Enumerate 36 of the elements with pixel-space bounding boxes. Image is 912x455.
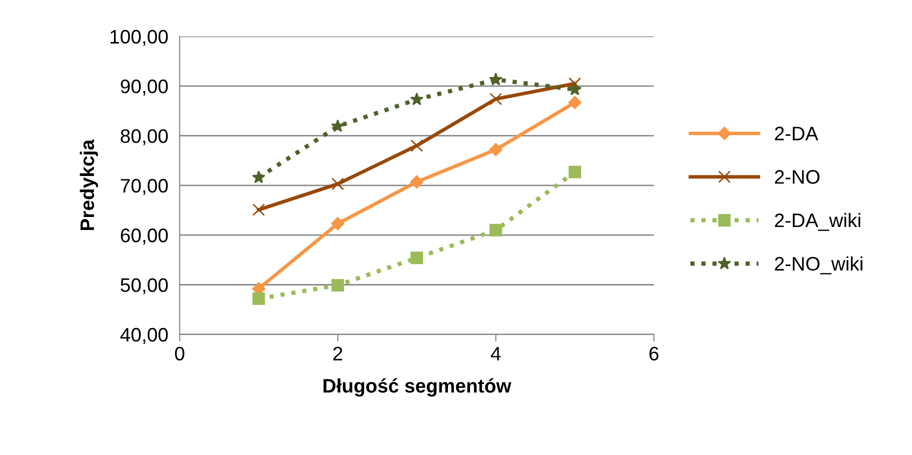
x-tick-label: 6	[649, 346, 658, 361]
point	[568, 96, 582, 110]
point	[331, 178, 344, 190]
point	[490, 92, 502, 106]
y-tick-label: 70,00	[120, 178, 168, 195]
x-axis-title: Długość segmentów	[324, 378, 512, 397]
y-axis-title: Predykcja	[80, 139, 98, 230]
point	[331, 119, 344, 132]
y-tick-label: 90,00	[120, 80, 168, 96]
y-tick-label: 100,00	[110, 30, 168, 46]
x-tick-label: 2	[333, 346, 342, 360]
point	[489, 143, 502, 156]
point	[331, 217, 344, 230]
legend-label: 2-NO	[774, 170, 820, 184]
y-tick-label: 50,00	[120, 278, 168, 294]
legend-label: 2-DA	[774, 126, 818, 140]
point	[410, 175, 424, 189]
point	[568, 166, 582, 178]
y-tick-label: 60,00	[120, 228, 168, 245]
point	[252, 204, 265, 216]
point	[252, 170, 266, 184]
point	[568, 77, 582, 90]
y-tick-label: 80,00	[120, 129, 168, 146]
x-tick-label: 4	[490, 346, 501, 360]
legend-label: 2-DA_wiki	[774, 212, 860, 231]
legend-label: 2-NO_wiki	[774, 256, 862, 274]
point	[410, 139, 424, 152]
x-tick-label: 0	[175, 346, 184, 361]
point	[410, 252, 424, 264]
point	[490, 224, 502, 236]
point	[252, 292, 265, 305]
point	[331, 279, 344, 292]
point	[410, 92, 424, 106]
y-tick-label: 40,00	[120, 328, 168, 344]
point	[568, 82, 582, 96]
point	[489, 72, 502, 86]
